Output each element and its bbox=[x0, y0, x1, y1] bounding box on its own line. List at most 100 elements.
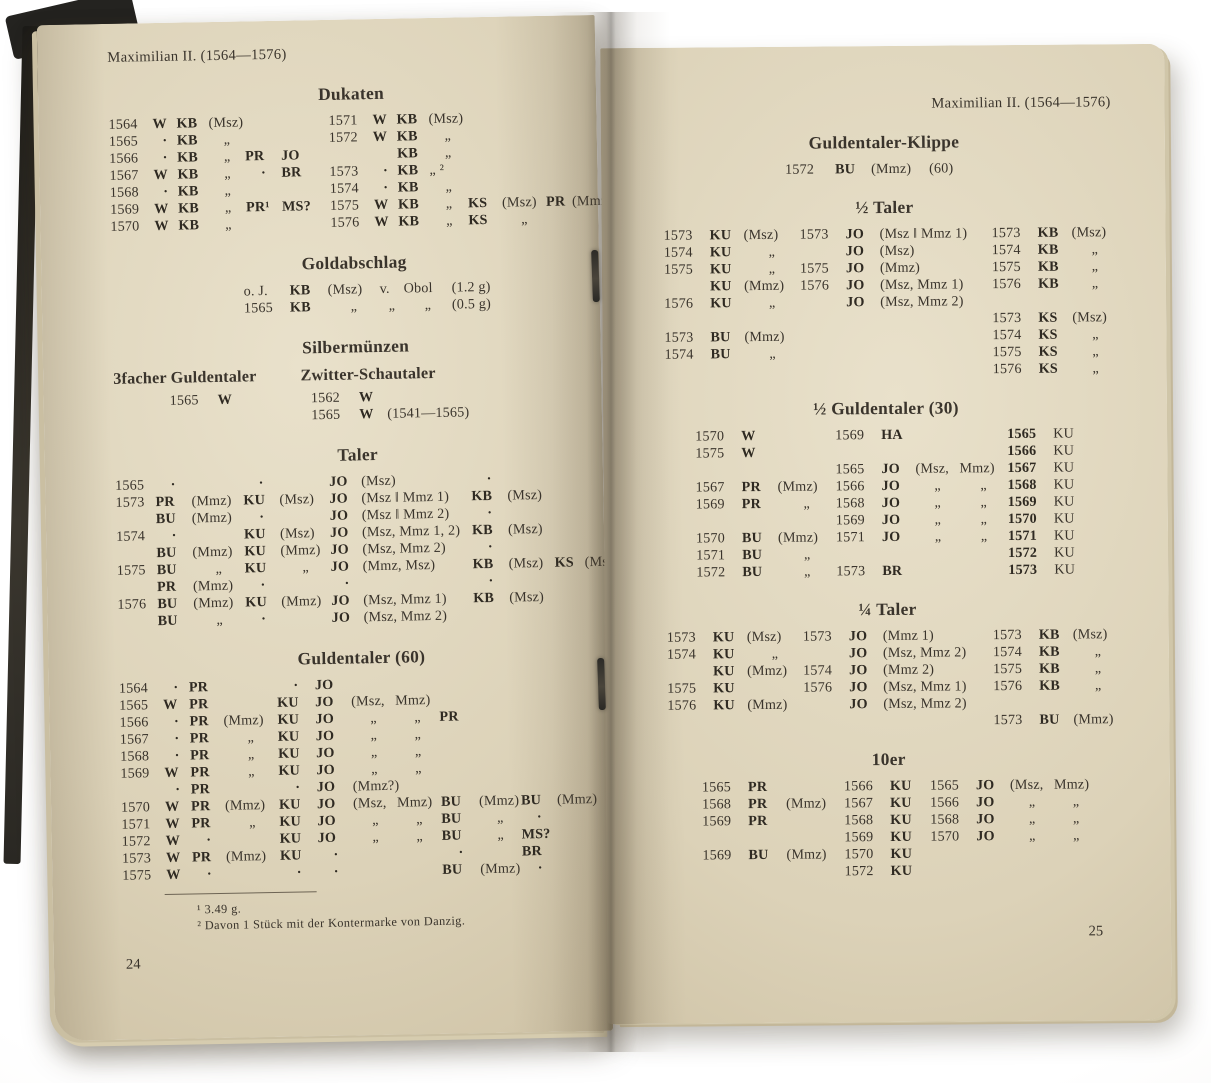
cell: PR bbox=[747, 778, 768, 796]
table-row: KU (Mmz) 1576 JO (Msz, Mmz 1) 1576 KB „ bbox=[664, 275, 1112, 296]
cell: JO bbox=[315, 693, 334, 711]
cell: 1570 bbox=[695, 428, 725, 445]
cell: PR bbox=[190, 764, 210, 781]
cell: 1574 bbox=[663, 244, 693, 261]
cell: BU bbox=[441, 810, 462, 827]
cell: 1570 bbox=[695, 530, 726, 547]
cell: 1573 bbox=[993, 711, 1023, 729]
cell: PR¹ bbox=[245, 198, 270, 216]
cell: (Msz) bbox=[509, 589, 545, 606]
cell: BR bbox=[521, 843, 543, 860]
cell bbox=[521, 787, 557, 788]
cell: „ bbox=[416, 828, 424, 845]
cell: 1568 bbox=[109, 184, 139, 201]
cell: PR bbox=[545, 193, 566, 210]
cell: KB bbox=[473, 589, 495, 607]
cell: JO bbox=[329, 473, 348, 490]
cell: v. bbox=[379, 280, 390, 297]
cell: PR bbox=[748, 812, 768, 830]
cell: (Mmz) bbox=[747, 662, 788, 680]
cell bbox=[478, 753, 520, 754]
cell bbox=[507, 482, 553, 483]
cell: 1573 bbox=[121, 850, 152, 867]
cell: W bbox=[165, 849, 181, 866]
cell: · bbox=[170, 476, 176, 493]
cell: (0.5 g) bbox=[451, 295, 492, 313]
cell bbox=[556, 735, 600, 736]
cell: „ bbox=[1092, 326, 1099, 343]
cell: · bbox=[171, 527, 177, 544]
cell: 1569 bbox=[835, 427, 865, 444]
cell: (Msz, Mmz 2) bbox=[880, 293, 964, 311]
cell: · bbox=[174, 730, 180, 747]
cell bbox=[354, 858, 398, 859]
cell: „ bbox=[247, 746, 255, 763]
cell: KB bbox=[397, 162, 419, 179]
cell bbox=[223, 690, 277, 691]
cell bbox=[520, 719, 556, 720]
section-heading: Dukaten bbox=[317, 82, 385, 105]
cell: KU bbox=[1054, 561, 1076, 578]
cell: „ bbox=[803, 563, 811, 580]
entries-table: o. J. KB (Msz) v. Obol (1.2 g) 1565 KB „ „ „ (0.5 g… bbox=[244, 277, 599, 317]
table-row: 1570 W KB „ bbox=[110, 215, 316, 236]
cell: (Msz) bbox=[507, 521, 543, 538]
table-row: 1573 BU (Mmz) bbox=[667, 711, 1115, 732]
entries-table: 1565 PR 1566 KU 1565 JO (Msz, Mmz) 1568 PR (Mmz) 15… bbox=[702, 776, 1117, 881]
cell bbox=[395, 687, 439, 688]
cell: W bbox=[164, 798, 180, 815]
cell: · bbox=[260, 165, 267, 182]
cell: „ bbox=[1094, 660, 1102, 677]
cell bbox=[440, 754, 478, 755]
cell: KU bbox=[713, 697, 735, 714]
cell: KB bbox=[177, 200, 200, 217]
cell: „ bbox=[496, 809, 504, 826]
cell: W bbox=[373, 196, 389, 214]
cell: KU bbox=[1053, 459, 1075, 476]
cell: 1565 bbox=[119, 697, 149, 714]
cell: W bbox=[741, 428, 756, 445]
cell: · bbox=[206, 866, 212, 883]
cell: PR bbox=[190, 781, 211, 798]
cell: JO bbox=[315, 727, 335, 745]
table-row: 1572 KU bbox=[703, 861, 1117, 881]
cell bbox=[479, 787, 521, 788]
cell: 1565 bbox=[929, 777, 960, 794]
entries-table: 1572 BU (Mmz) (60) bbox=[785, 159, 1111, 179]
cell: · bbox=[458, 844, 464, 861]
column-group: 3facher Guldentaler 1565 W Zwitter-Schautal… bbox=[113, 361, 600, 428]
cell: KU bbox=[709, 278, 732, 295]
cell bbox=[121, 794, 165, 795]
cell: „ bbox=[771, 645, 779, 662]
cell bbox=[555, 583, 585, 584]
cell: PR bbox=[191, 849, 212, 866]
cell: KU bbox=[1053, 425, 1075, 442]
cell: KB bbox=[1037, 224, 1059, 241]
cell: KU bbox=[245, 594, 268, 611]
cell: KB bbox=[1037, 241, 1059, 258]
cell: 1568 bbox=[120, 748, 150, 765]
cell: (Mmz, Msz) bbox=[362, 556, 436, 575]
cell bbox=[555, 684, 599, 685]
cell: BU bbox=[742, 546, 763, 564]
cell: KU bbox=[244, 543, 267, 560]
cell: KS bbox=[1038, 309, 1058, 326]
cell bbox=[884, 724, 994, 725]
cell: 1572 bbox=[696, 564, 726, 581]
cell: · bbox=[259, 509, 265, 526]
entries-table: 1570 W 1569 HA 1565 KU 1575 W 1566 KU 1565 JO (Msz, M… bbox=[695, 425, 1114, 581]
cell: 1573 bbox=[1008, 561, 1038, 579]
cell: JO bbox=[845, 277, 865, 294]
cell: „ bbox=[414, 726, 422, 743]
cell: JO bbox=[881, 528, 901, 546]
cell: (Mmz) bbox=[786, 795, 827, 812]
cell: JO bbox=[330, 558, 350, 575]
cell: „ bbox=[215, 560, 223, 578]
cell bbox=[467, 156, 501, 157]
cell: W bbox=[152, 115, 168, 133]
cell: W bbox=[165, 832, 181, 849]
cell: 1569 bbox=[835, 512, 865, 529]
cell: (Msz) bbox=[361, 472, 396, 490]
cell: (Msz) bbox=[743, 226, 779, 244]
